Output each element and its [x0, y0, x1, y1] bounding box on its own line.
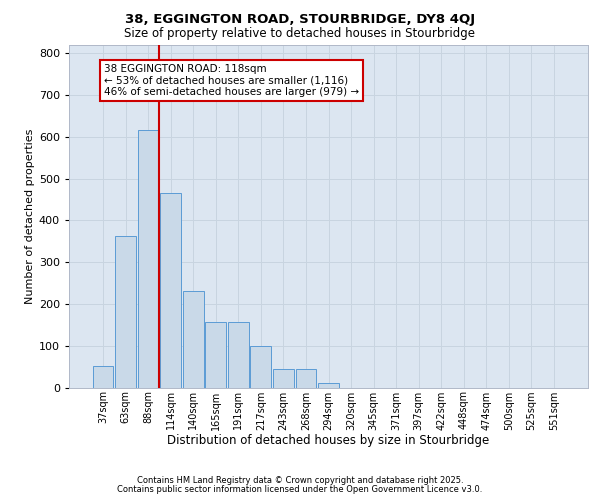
Text: Contains public sector information licensed under the Open Government Licence v3: Contains public sector information licen…	[118, 484, 482, 494]
Bar	[92, 366, 113, 388]
Text: 38, EGGINGTON ROAD, STOURBRIDGE, DY8 4QJ: 38, EGGINGTON ROAD, STOURBRIDGE, DY8 4QJ	[125, 12, 475, 26]
Bar	[228, 322, 248, 388]
Bar	[205, 322, 226, 388]
Bar	[115, 236, 136, 388]
Y-axis label: Number of detached properties: Number of detached properties	[25, 128, 35, 304]
Bar	[160, 194, 181, 388]
Bar	[137, 130, 158, 388]
Bar	[273, 368, 294, 388]
X-axis label: Distribution of detached houses by size in Stourbridge: Distribution of detached houses by size …	[167, 434, 490, 447]
Bar	[318, 384, 339, 388]
Bar	[296, 368, 316, 388]
Text: Contains HM Land Registry data © Crown copyright and database right 2025.: Contains HM Land Registry data © Crown c…	[137, 476, 463, 485]
Bar	[250, 346, 271, 388]
Bar	[183, 290, 203, 388]
Text: 38 EGGINGTON ROAD: 118sqm
← 53% of detached houses are smaller (1,116)
46% of se: 38 EGGINGTON ROAD: 118sqm ← 53% of detac…	[104, 64, 359, 97]
Text: Size of property relative to detached houses in Stourbridge: Size of property relative to detached ho…	[125, 28, 476, 40]
